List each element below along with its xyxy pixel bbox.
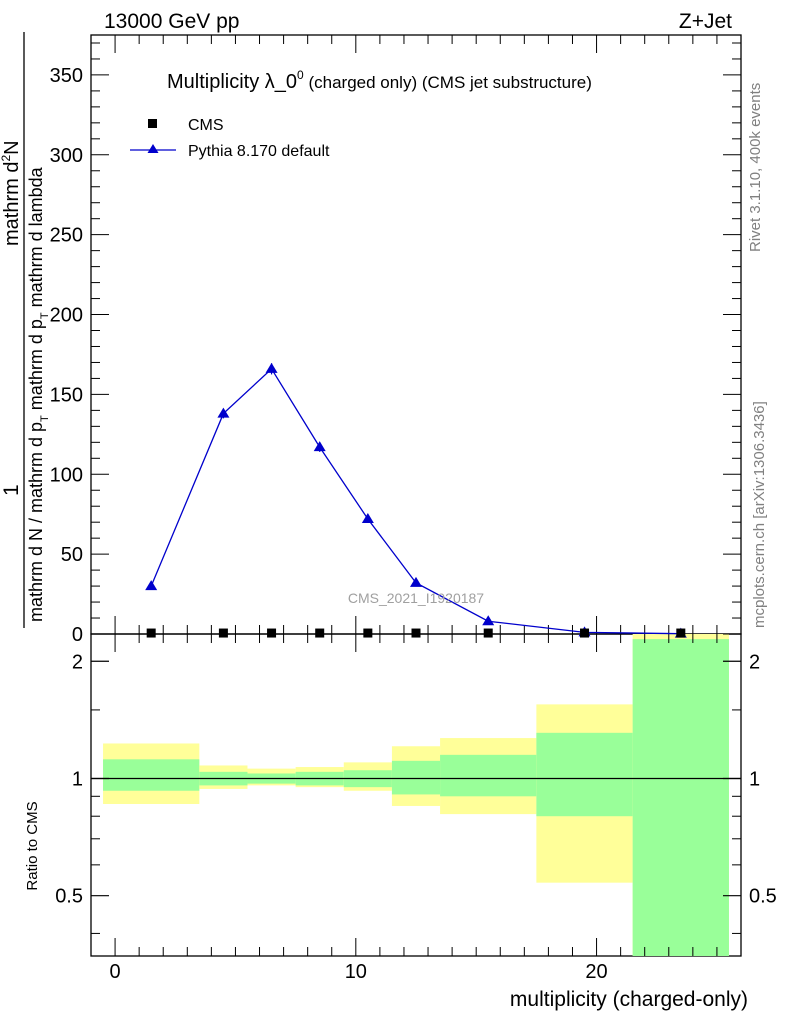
chart-title: Multiplicity λ_00 (charged only) (CMS je… <box>167 68 592 93</box>
ylabel-den-a: mathrm d N / mathrm d p <box>26 422 46 622</box>
main-ytick-label: 50 <box>61 544 83 566</box>
main-ytick-label: 300 <box>50 145 83 167</box>
chart-title-main: Multiplicity λ_0 <box>167 71 297 93</box>
ratio-ytick-label-right: 0.5 <box>749 886 777 908</box>
legend: CMS Pythia 8.170 default <box>130 117 330 160</box>
main-ytick-label: 250 <box>50 225 83 247</box>
main-ytick-label: 150 <box>50 384 83 406</box>
ylabel-top: 1 mathrm d2N mathrm d N / mathrm d pT ma… <box>0 32 51 628</box>
main-ytick-label: 0 <box>72 624 83 646</box>
cms-point <box>363 628 373 638</box>
xlabel: multiplicity (charged-only) <box>510 988 748 1011</box>
ratio-ytick-label-left: 1 <box>72 768 83 790</box>
legend-marker-mc <box>147 144 159 153</box>
svg-text:mathrm d2N: mathrm d2N <box>0 140 23 246</box>
ratio-ytick-label-right: 2 <box>749 651 760 673</box>
header-right: Z+Jet <box>679 10 732 33</box>
ratio-band-inner-6 <box>440 754 537 797</box>
mc-point <box>145 580 158 591</box>
mc-point <box>361 512 374 523</box>
ylabel-frac-num: mathrm d <box>1 162 23 246</box>
cms-point <box>218 628 228 638</box>
ylabel-den-b-sub: T <box>39 312 51 319</box>
ylabel-frac-num-sup: 2 <box>0 155 13 162</box>
cms-point <box>267 628 277 638</box>
ratio-band-inner-7 <box>536 732 633 817</box>
cms-point <box>483 628 493 638</box>
mc-point <box>313 441 326 452</box>
ylabel-numerator: 1 <box>0 484 23 496</box>
main-ytick-label: 200 <box>50 305 83 327</box>
ratio-ytick-label-left: 0.5 <box>55 886 83 908</box>
watermark: CMS_2021_I1920187 <box>348 590 484 606</box>
svg-text:mathrm d N / mathrm d pT mathr: mathrm d N / mathrm d pT mathrm d pT mat… <box>26 166 51 622</box>
legend-marker-cms <box>148 119 157 128</box>
mc-point <box>265 362 278 373</box>
ratio-ytick-label-left: 2 <box>72 651 83 673</box>
cms-point <box>676 628 686 638</box>
side-text-top: Rivet 3.1.10, 400k events <box>747 83 764 252</box>
cms-point <box>411 628 421 638</box>
xtick-label: 0 <box>110 961 121 983</box>
ratio-band-inner-5 <box>391 760 441 795</box>
cms-point <box>146 628 156 638</box>
legend-label-mc: Pythia 8.170 default <box>188 143 330 160</box>
cms-point <box>315 628 325 638</box>
chart-title-sup: 0 <box>297 68 304 82</box>
ylabel-den-a-sub: T <box>39 415 51 422</box>
ratio-band-inner-8 <box>632 639 729 956</box>
cms-point <box>580 628 590 638</box>
ylabel-bottom: Ratio to CMS <box>24 801 41 890</box>
header-left: 13000 GeV pp <box>104 10 239 33</box>
main-ytick-label: 100 <box>50 464 83 486</box>
mc-point <box>482 615 495 626</box>
legend-label-cms: CMS <box>188 117 224 134</box>
xtick-label: 10 <box>345 961 367 983</box>
side-text-bottom: mcplots.cern.ch [arXiv:1306.3436] <box>751 401 768 628</box>
ratio-band-inner-0 <box>103 759 200 791</box>
chart-title-rest: (charged only) (CMS jet substructure) <box>304 73 592 92</box>
ratio-ytick-label-right: 1 <box>749 768 760 790</box>
mc-point <box>410 576 422 587</box>
xtick-label: 20 <box>585 961 607 983</box>
ylabel-frac-num-rest: N <box>1 140 23 154</box>
main-ytick-label: 350 <box>50 65 83 87</box>
ylabel-den-b: mathrm d p <box>26 319 46 410</box>
ylabel-den-c: mathrm d lambda <box>26 166 46 312</box>
mc-point <box>217 407 230 418</box>
